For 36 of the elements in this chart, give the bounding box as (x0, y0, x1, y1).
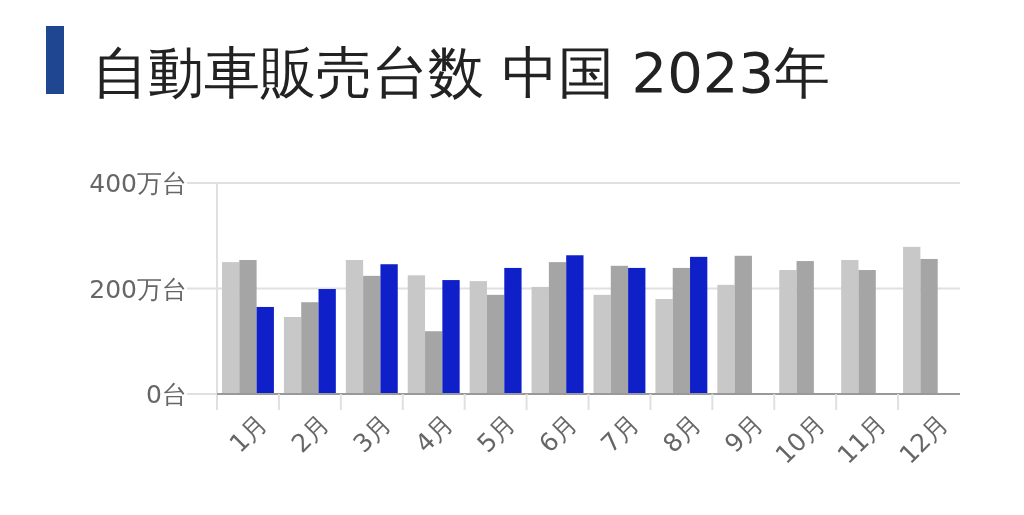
bar (903, 246, 921, 394)
bar (717, 284, 735, 394)
bar (256, 306, 274, 394)
bar (566, 255, 584, 394)
y-tick-label: 200万台 (89, 274, 187, 304)
x-tick-label: 6月 (533, 408, 583, 459)
bar (442, 280, 460, 394)
bar (283, 316, 302, 394)
bar (318, 289, 336, 394)
bar (222, 262, 240, 394)
x-tick-label: 7月 (595, 408, 645, 459)
bar (380, 264, 398, 394)
x-tick-label: 4月 (409, 408, 459, 459)
x-tick-label: 3月 (347, 408, 398, 459)
bar (690, 256, 708, 394)
x-tick-label: 8月 (657, 408, 707, 459)
bar (469, 281, 487, 394)
y-tick-label: 400万台 (89, 169, 187, 198)
x-tick-label: 5月 (471, 408, 521, 459)
chart-title: 自動車販売台数 中国 2023年 (92, 40, 831, 105)
x-tick-label: 9月 (719, 408, 769, 459)
x-tick-label: 11月 (831, 408, 893, 470)
bar (531, 286, 549, 394)
x-tick-label: 2月 (285, 408, 336, 459)
y-tick-label: 0台 (146, 380, 187, 409)
x-tick-label: 12月 (893, 408, 955, 470)
bar (407, 275, 426, 394)
bar (593, 294, 611, 394)
bar (841, 260, 859, 394)
x-tick-label: 1月 (223, 408, 274, 459)
bar (504, 267, 522, 394)
bar (655, 299, 673, 394)
bar (628, 267, 646, 394)
x-tick-label: 10月 (769, 408, 831, 470)
bar (779, 270, 797, 394)
bar (345, 260, 364, 394)
